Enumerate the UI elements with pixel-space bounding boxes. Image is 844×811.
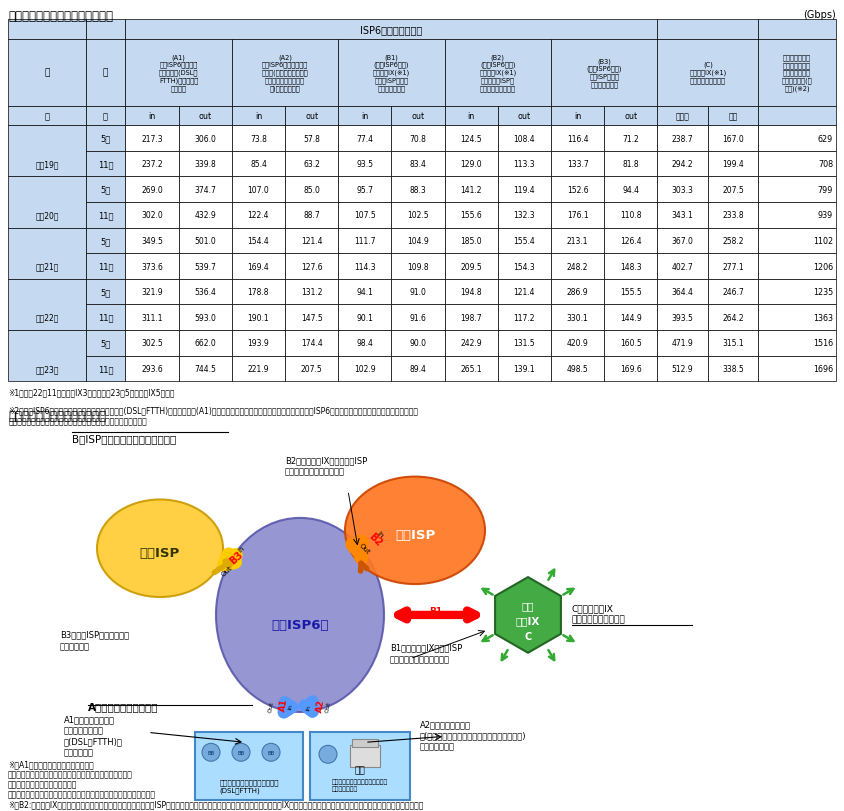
Text: (C)
国内主要IX(※1)
におけるトラヒック: (C) 国内主要IX(※1) におけるトラヒック <box>690 62 727 84</box>
Text: 330.1: 330.1 <box>566 313 588 322</box>
Bar <box>126 106 179 126</box>
Text: 311.1: 311.1 <box>141 313 163 322</box>
Bar <box>8 280 85 331</box>
Text: 303.3: 303.3 <box>672 186 694 195</box>
Text: 176.1: 176.1 <box>567 211 588 220</box>
Text: 302.0: 302.0 <box>141 211 163 220</box>
Text: out: out <box>305 112 318 121</box>
Text: ※　A1には、次のトラヒックを含む。: ※ A1には、次のトラヒックを含む。 <box>8 759 94 768</box>
Text: 536.4: 536.4 <box>194 288 216 297</box>
Bar <box>604 254 657 280</box>
Bar <box>85 254 126 280</box>
Bar <box>445 254 498 280</box>
Text: 432.9: 432.9 <box>194 211 216 220</box>
Bar <box>285 126 338 152</box>
Text: 126.4: 126.4 <box>620 237 641 246</box>
Bar <box>498 126 551 152</box>
Text: 193.9: 193.9 <box>247 339 269 348</box>
Text: 213.1: 213.1 <box>567 237 588 246</box>
Text: 121.4: 121.4 <box>514 288 535 297</box>
Bar <box>126 356 179 382</box>
Bar <box>285 254 338 280</box>
Bar <box>195 732 303 800</box>
Text: 593.0: 593.0 <box>194 313 216 322</box>
Text: 338.5: 338.5 <box>722 364 744 374</box>
Bar <box>179 106 232 126</box>
Text: 国内: 国内 <box>522 600 534 610</box>
Text: 147.5: 147.5 <box>300 313 322 322</box>
Text: 109.8: 109.8 <box>407 262 429 271</box>
Text: 294.2: 294.2 <box>672 160 694 169</box>
Text: in: in <box>574 112 582 121</box>
Bar <box>8 229 85 280</box>
Bar <box>657 254 708 280</box>
Bar <box>445 356 498 382</box>
Text: in: in <box>255 112 262 121</box>
Bar <box>285 229 338 254</box>
Bar <box>126 280 179 305</box>
Bar <box>85 229 126 254</box>
Text: 242.9: 242.9 <box>460 339 482 348</box>
Text: 629: 629 <box>818 135 833 144</box>
Ellipse shape <box>97 500 223 597</box>
Bar <box>498 152 551 178</box>
Bar <box>657 20 759 40</box>
Text: 131.2: 131.2 <box>300 288 322 297</box>
Bar <box>551 229 604 254</box>
Bar <box>179 203 232 229</box>
Text: 155.5: 155.5 <box>619 288 641 297</box>
Bar <box>85 20 126 40</box>
Text: ※　B2:国内主要IX「以外」で交換されるトラヒックのうち、国内ISPとのプライベートピアリング、トランジット、他の国内IXにおけるパブリック・ピアリングにより: ※ B2:国内主要IX「以外」で交換されるトラヒックのうち、国内ISPとのプライ… <box>8 799 424 808</box>
Bar <box>708 178 759 203</box>
Bar <box>551 254 604 280</box>
Text: 393.5: 393.5 <box>672 313 694 322</box>
Text: 293.6: 293.6 <box>141 364 163 374</box>
Text: 平成23年: 平成23年 <box>35 364 59 374</box>
Bar <box>179 229 232 254</box>
Text: out: out <box>625 112 637 121</box>
Text: ブロードバンドサービス契約者
(DSL，FTTH): ブロードバンドサービス契約者 (DSL，FTTH) <box>219 779 279 793</box>
Bar <box>126 40 232 106</box>
Text: 88.7: 88.7 <box>303 211 320 220</box>
Text: 315.1: 315.1 <box>722 339 744 348</box>
Bar <box>759 152 836 178</box>
Text: In: In <box>237 545 246 554</box>
Circle shape <box>319 745 337 763</box>
Text: 110.8: 110.8 <box>620 211 641 220</box>
Text: 81.8: 81.8 <box>623 160 639 169</box>
Text: 233.8: 233.8 <box>722 211 744 220</box>
Bar <box>126 305 179 331</box>
Text: 116.4: 116.4 <box>567 135 588 144</box>
Bar <box>126 229 179 254</box>
Text: 167.0: 167.0 <box>722 135 744 144</box>
Text: In: In <box>287 703 293 710</box>
Text: 1696: 1696 <box>813 364 833 374</box>
Text: 129.0: 129.0 <box>460 160 482 169</box>
Circle shape <box>202 744 220 762</box>
Text: ・一部の事業者の公衆無線サービスのトラヒックの一部。: ・一部の事業者の公衆無線サービスのトラヒックの一部。 <box>8 770 133 779</box>
Text: ピーク: ピーク <box>676 112 690 121</box>
Text: 108.4: 108.4 <box>514 135 535 144</box>
Text: 1516: 1516 <box>813 339 833 348</box>
Bar <box>285 203 338 229</box>
Text: ・一部移動通信事業者のフェムトセルサービスのトラヒックの一部。: ・一部移動通信事業者のフェムトセルサービスのトラヒックの一部。 <box>8 789 156 798</box>
Bar <box>657 40 759 106</box>
Text: B2: B2 <box>367 530 384 547</box>
Text: 169.4: 169.4 <box>247 262 269 271</box>
Bar <box>85 40 126 106</box>
Text: 主要IX: 主要IX <box>516 616 540 625</box>
Text: 402.7: 402.7 <box>672 262 694 271</box>
Text: A1　ブロードバンド
　サービス契約者
　(DSL、FTTH)の
　トラヒック: A1 ブロードバンド サービス契約者 (DSL、FTTH)の トラヒック <box>64 714 123 757</box>
Bar <box>657 331 708 356</box>
Bar <box>551 152 604 178</box>
Text: ドバンドサービス契約者の総ダウンロードトラヒックを試算。: ドバンドサービス契約者の総ダウンロードトラヒックを試算。 <box>8 417 147 426</box>
Bar <box>445 203 498 229</box>
Bar <box>392 280 445 305</box>
Bar <box>179 356 232 382</box>
Text: A2　その他の契約者
　(ダイヤルアップ、専用線、データセンター)
　のトラヒック: A2 その他の契約者 (ダイヤルアップ、専用線、データセンター) のトラヒック <box>420 719 527 751</box>
Text: B　ISP間で交換されるトラヒック: B ISP間で交換されるトラヒック <box>72 433 176 444</box>
Text: 平成22年: 平成22年 <box>35 313 59 322</box>
Text: 708: 708 <box>818 160 833 169</box>
Text: 我が国のブロー
ドバンド契約者
の総ダウンロー
ドトラヒック(推
定値)(※2): 我が国のブロー ドバンド契約者 の総ダウンロー ドトラヒック(推 定値)(※2) <box>782 54 812 92</box>
Bar <box>85 280 126 305</box>
